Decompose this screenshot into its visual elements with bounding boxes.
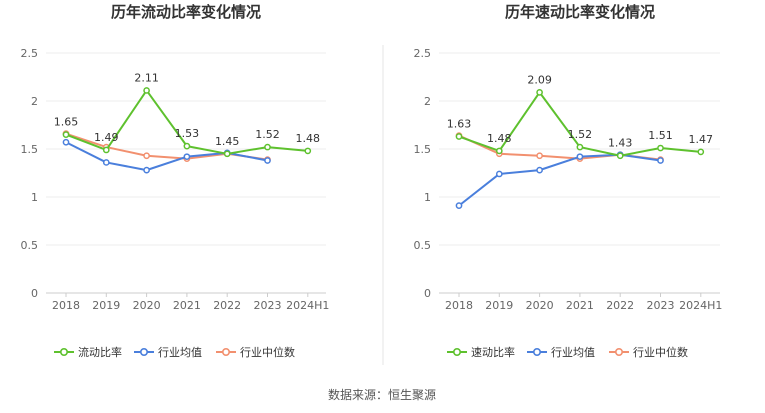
legend-label: 行业均值	[551, 346, 595, 359]
data-point	[143, 87, 150, 94]
data-point	[455, 202, 463, 209]
data-label: 2.09	[527, 73, 552, 86]
x-tick-label: 2019	[485, 299, 513, 312]
data-label: 1.52	[255, 128, 280, 141]
data-label: 1.43	[608, 137, 633, 150]
legend-swatch-marker	[140, 347, 149, 356]
chart-title: 历年流动比率变化情况	[111, 3, 261, 21]
x-tick-label: 2021	[173, 299, 201, 312]
y-tick-label: 2.5	[21, 47, 39, 60]
y-tick-label: 2.5	[414, 47, 432, 60]
data-point	[657, 144, 664, 152]
series-line	[458, 153, 661, 207]
source-label: 数据来源：恒生聚源	[328, 387, 436, 402]
x-tick-label: 2024H1	[679, 299, 722, 312]
legend-swatch-marker	[222, 347, 231, 356]
data-point	[697, 148, 705, 156]
data-label: 1.47	[689, 133, 714, 146]
x-tick-label: 2021	[566, 299, 594, 312]
data-point	[455, 133, 463, 140]
y-tick-label: 1.5	[414, 143, 432, 156]
x-tick-label: 2018	[52, 299, 80, 312]
data-point	[576, 143, 584, 151]
data-point	[536, 89, 543, 96]
data-point	[62, 131, 70, 138]
y-tick-label: 1	[31, 191, 38, 204]
data-point	[657, 157, 664, 164]
x-tick-label: 2024H1	[286, 299, 329, 312]
x-tick-label: 2022	[213, 299, 241, 312]
y-tick-label: 0.5	[21, 239, 39, 252]
x-tick-label: 2020	[133, 299, 161, 312]
legend-label: 行业均值	[158, 346, 202, 359]
data-point	[264, 143, 271, 151]
y-tick-label: 0	[31, 287, 38, 300]
chart-title: 历年速动比率变化情况	[505, 3, 655, 21]
x-tick-label: 2018	[445, 299, 473, 312]
data-label: 1.49	[94, 131, 119, 144]
legend-label: 流动比率	[78, 345, 122, 359]
data-label: 1.48	[487, 132, 512, 145]
data-point	[536, 166, 543, 174]
y-tick-label: 2	[424, 95, 431, 108]
data-point	[495, 170, 503, 178]
x-tick-label: 2019	[92, 299, 120, 312]
y-tick-label: 0	[424, 287, 431, 300]
data-label: 2.11	[134, 71, 159, 84]
data-point	[102, 146, 110, 154]
legend-swatch-marker	[614, 347, 623, 356]
x-tick-label: 2022	[606, 299, 634, 312]
data-point	[223, 150, 231, 158]
y-tick-label: 1.5	[21, 143, 39, 156]
data-label: 1.63	[447, 118, 472, 131]
data-point	[576, 153, 584, 161]
data-label: 1.65	[54, 116, 79, 129]
y-tick-label: 2	[31, 95, 38, 108]
data-label: 1.51	[648, 129, 673, 142]
data-point	[143, 152, 150, 160]
legend-swatch-marker	[452, 347, 461, 356]
data-point	[183, 142, 191, 150]
data-label: 1.48	[296, 132, 321, 145]
x-tick-label: 2023	[254, 299, 282, 312]
legend-label: 行业中位数	[633, 345, 688, 359]
legend-label: 行业中位数	[240, 345, 295, 359]
legend-swatch-marker	[532, 347, 541, 356]
data-point	[62, 138, 70, 146]
data-label: 1.53	[175, 127, 200, 140]
data-point	[264, 157, 271, 164]
data-point	[143, 166, 150, 174]
legend-label: 速动比率	[471, 345, 515, 359]
data-point	[183, 153, 191, 161]
data-point	[102, 159, 110, 166]
data-point	[616, 152, 624, 160]
y-tick-label: 0.5	[414, 239, 432, 252]
x-tick-label: 2023	[647, 299, 675, 312]
data-point	[304, 147, 312, 155]
data-label: 1.45	[215, 135, 240, 148]
data-point	[536, 152, 543, 160]
data-label: 1.52	[568, 128, 593, 141]
legend-swatch-marker	[59, 347, 68, 356]
data-point	[495, 147, 503, 155]
x-tick-label: 2020	[526, 299, 554, 312]
y-tick-label: 1	[424, 191, 431, 204]
series-line	[65, 141, 268, 172]
